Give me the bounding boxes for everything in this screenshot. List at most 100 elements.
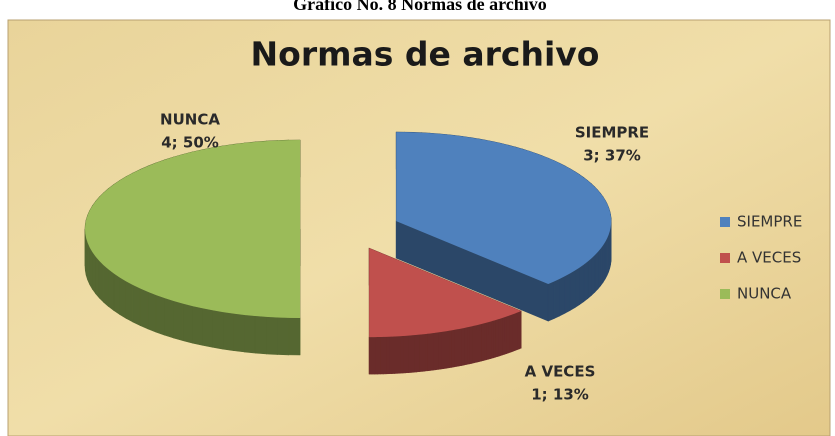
slice-side bbox=[89, 246, 93, 291]
slice-side bbox=[476, 324, 480, 363]
chart-title: Normas de archivo bbox=[251, 35, 600, 74]
slice-side bbox=[600, 244, 604, 287]
slice-side bbox=[478, 323, 482, 362]
data-label: SIEMPRE bbox=[575, 124, 649, 142]
slice-top bbox=[369, 248, 522, 338]
slice-side bbox=[405, 335, 409, 374]
slice-side bbox=[481, 323, 485, 362]
legend-label: SIEMPRE bbox=[737, 213, 802, 231]
legend-swatch bbox=[720, 253, 730, 263]
slice-side bbox=[173, 300, 184, 342]
slice-side bbox=[277, 317, 290, 356]
slice-side bbox=[451, 329, 455, 368]
slice-side bbox=[108, 268, 115, 312]
slice-side bbox=[427, 333, 431, 372]
slice-side bbox=[419, 334, 423, 372]
slice-side bbox=[499, 317, 503, 357]
slice-side bbox=[437, 331, 442, 370]
slice-side bbox=[495, 319, 499, 358]
slice-side bbox=[212, 309, 224, 350]
slice-side bbox=[374, 336, 378, 375]
slice-side bbox=[583, 260, 589, 303]
slice-side bbox=[579, 263, 585, 306]
slice-side bbox=[125, 280, 134, 323]
pie-slice bbox=[84, 139, 301, 356]
slice-side bbox=[396, 335, 401, 374]
legend-swatch bbox=[720, 217, 730, 227]
slice-side bbox=[139, 288, 149, 330]
slice-side bbox=[98, 260, 104, 303]
slice-side bbox=[385, 336, 390, 375]
slice-side bbox=[501, 316, 505, 356]
slice-side bbox=[512, 313, 516, 352]
data-label: NUNCA bbox=[160, 111, 220, 129]
slice-side bbox=[435, 332, 439, 371]
slice-side bbox=[597, 247, 601, 290]
slice-side bbox=[564, 272, 571, 314]
slice-side bbox=[559, 275, 566, 317]
slice-side bbox=[391, 336, 395, 374]
data-label: 4; 50% bbox=[161, 134, 219, 152]
slice-side bbox=[504, 316, 507, 355]
slice-side bbox=[254, 315, 267, 355]
pie-slice bbox=[368, 247, 522, 375]
slice-side bbox=[382, 336, 387, 375]
slice-side bbox=[421, 333, 426, 372]
data-label: 1; 13% bbox=[531, 386, 589, 404]
slice-side bbox=[192, 305, 203, 346]
slice-side bbox=[371, 336, 376, 375]
slice-side bbox=[416, 334, 420, 373]
slice-side bbox=[547, 281, 555, 322]
slice-side bbox=[443, 330, 447, 369]
slice-side bbox=[587, 257, 592, 300]
slice-side bbox=[394, 336, 398, 374]
slice-side bbox=[574, 267, 580, 309]
slice-side bbox=[402, 335, 406, 374]
slice-side bbox=[266, 316, 278, 355]
slice-side bbox=[516, 311, 520, 351]
slice-side bbox=[463, 327, 468, 366]
slice-side bbox=[461, 327, 465, 366]
slice-side bbox=[490, 320, 494, 359]
slice-side bbox=[485, 321, 489, 361]
slice-side bbox=[202, 307, 213, 348]
slice-side bbox=[518, 310, 522, 350]
slice-side bbox=[594, 251, 599, 293]
slice-side bbox=[380, 336, 384, 375]
slice-side bbox=[155, 294, 165, 336]
slice-side bbox=[92, 251, 96, 295]
slice-side bbox=[553, 278, 560, 319]
slice-side bbox=[377, 336, 381, 375]
caption: Gráfico No. 8 Normas de archivo bbox=[293, 0, 547, 14]
slice-side bbox=[132, 284, 141, 327]
slice-side bbox=[222, 311, 234, 351]
slice-side bbox=[445, 330, 450, 369]
slice-side bbox=[456, 328, 460, 367]
slice-side bbox=[506, 315, 510, 354]
slice-top bbox=[396, 132, 612, 285]
slice-side bbox=[119, 276, 127, 319]
slice-side bbox=[508, 314, 512, 354]
slice-side bbox=[497, 318, 501, 357]
slice-side bbox=[288, 317, 301, 356]
slice-side bbox=[514, 312, 518, 351]
slice-side bbox=[182, 303, 193, 344]
slice-side bbox=[413, 334, 417, 373]
slice-side bbox=[488, 321, 492, 360]
slice-top bbox=[85, 140, 300, 318]
slice-side bbox=[410, 334, 415, 373]
slice-side bbox=[569, 269, 576, 311]
legend-swatch bbox=[720, 289, 730, 299]
legend-label: NUNCA bbox=[737, 285, 792, 303]
data-label: 3; 37% bbox=[583, 147, 641, 165]
slice-side bbox=[510, 313, 514, 353]
legend-label: A VECES bbox=[737, 249, 801, 267]
slice-side bbox=[466, 326, 470, 365]
slice-side bbox=[233, 313, 245, 353]
slice-side bbox=[388, 336, 392, 375]
slice-side bbox=[424, 333, 428, 372]
slice-side bbox=[399, 335, 404, 374]
slice-side bbox=[591, 254, 596, 297]
